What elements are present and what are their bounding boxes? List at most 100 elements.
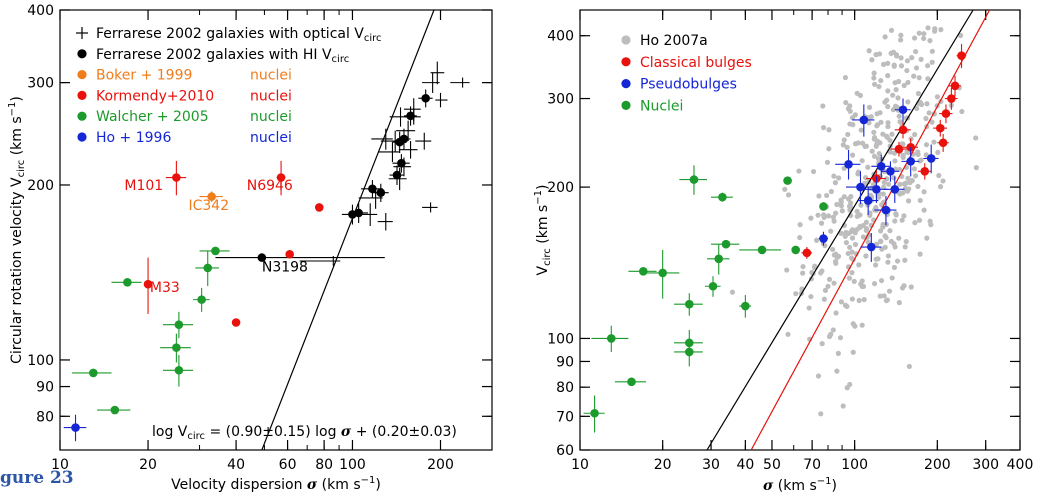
y-tick-label: 80 xyxy=(36,409,54,425)
ho2007a-point xyxy=(880,224,886,230)
ho2007a-point xyxy=(859,278,865,284)
data-point xyxy=(71,423,80,432)
ho2007a-point xyxy=(876,150,882,157)
ho2007a-point xyxy=(825,213,832,219)
ho2007a-point xyxy=(892,80,898,86)
ho2007a-point xyxy=(921,35,927,42)
data-point xyxy=(406,111,415,121)
data-point xyxy=(197,295,206,304)
data-point xyxy=(938,138,948,148)
ho2007a-point xyxy=(832,180,839,186)
ho2007a-point xyxy=(891,264,898,271)
ho2007a-point xyxy=(831,218,837,224)
ho2007a-point xyxy=(906,186,912,192)
ho2007a-point xyxy=(890,92,896,98)
ho2007a-point xyxy=(885,88,891,94)
ho2007a-point xyxy=(797,234,803,241)
data-point xyxy=(926,154,936,163)
legend-entry-text: Classical bulges xyxy=(640,55,752,71)
legend-entry-tag: nuclei xyxy=(250,68,292,84)
ho2007a-point xyxy=(819,268,825,274)
x-axis-label: σ (km s−1) xyxy=(763,476,837,494)
ho2007a-point xyxy=(904,58,911,64)
ho2007a-point xyxy=(840,142,846,148)
data-point xyxy=(231,318,241,327)
ho2007a-point xyxy=(878,119,884,125)
ho2007a-point xyxy=(916,217,923,223)
ho2007a-point xyxy=(905,99,911,105)
data-point xyxy=(819,234,828,243)
data-point xyxy=(844,159,853,169)
data-point xyxy=(721,239,731,249)
ho2007a-point xyxy=(880,131,886,137)
ho2007a-point xyxy=(856,262,862,268)
ho2007a-point xyxy=(838,197,844,203)
ho2007a-point xyxy=(914,105,920,112)
y-tick-label: 100 xyxy=(547,331,574,347)
ho2007a-point xyxy=(883,298,889,304)
ho2007a-point xyxy=(911,73,917,79)
data-point xyxy=(867,242,876,252)
data-point xyxy=(172,343,181,352)
ho2007a-point xyxy=(873,256,879,262)
ho2007a-point xyxy=(871,129,877,135)
data-point xyxy=(708,281,718,291)
ho2007a-point xyxy=(901,181,907,187)
ho2007a-point xyxy=(873,143,879,149)
ho2007a-point xyxy=(905,198,912,204)
ho2007a-point xyxy=(896,113,902,119)
ho2007a-point xyxy=(916,30,922,36)
x-tick-label: 30 xyxy=(702,457,720,473)
ho2007a-point xyxy=(871,281,878,287)
ho2007a-point xyxy=(881,179,887,186)
data-point xyxy=(257,253,267,262)
x-tick-label: 200 xyxy=(924,457,951,473)
x-tick-label: 40 xyxy=(227,457,245,473)
ho2007a-point xyxy=(921,31,927,37)
data-point xyxy=(819,202,828,211)
ho2007a-point xyxy=(851,278,857,284)
ho2007a-point xyxy=(866,104,873,110)
ho2007a-point xyxy=(828,188,834,195)
ho2007a-point xyxy=(838,203,844,209)
ho2007a-point xyxy=(785,331,791,337)
data-point xyxy=(881,205,891,215)
data-point xyxy=(894,144,904,154)
ho2007a-point xyxy=(882,34,888,40)
ho2007a-point xyxy=(850,321,856,327)
ho2007a-point xyxy=(854,226,860,232)
data-point xyxy=(606,334,616,343)
ho2007a-point xyxy=(877,293,883,299)
ho2007a-point xyxy=(882,99,888,105)
ho2007a-point xyxy=(824,192,830,199)
ho2007a-point xyxy=(873,52,879,58)
legend-entry-text: Nuclei xyxy=(640,98,683,114)
ho2007a-point xyxy=(868,114,874,120)
x-tick-label: 10 xyxy=(51,457,69,473)
ho2007a-point xyxy=(891,63,897,69)
data-point xyxy=(689,175,699,184)
ho2007a-point xyxy=(861,297,867,303)
ho2007a-point xyxy=(873,262,879,268)
ho2007a-point xyxy=(912,173,919,179)
series-ferrarese-2002-galaxies-with-optical-vcirc xyxy=(299,61,470,266)
ho2007a-point xyxy=(959,108,965,115)
figure-label: gure 23 xyxy=(0,468,74,488)
series-walcher-2005 xyxy=(72,246,230,415)
ho2007a-point xyxy=(849,235,856,241)
ho2007a-point xyxy=(838,299,845,305)
x-tick-label: 50 xyxy=(763,457,781,473)
ho2007a-point xyxy=(958,32,964,39)
ho2007a-point xyxy=(846,275,853,281)
data-point xyxy=(172,173,181,182)
ho2007a-point xyxy=(973,165,979,171)
ho2007a-point xyxy=(838,230,844,236)
ho2007a-point xyxy=(852,241,859,248)
point-label-m101: M101 xyxy=(124,178,163,194)
ho2007a-point xyxy=(813,237,820,243)
x-tick-label: 400 xyxy=(1007,457,1034,473)
ho2007a-point xyxy=(826,127,832,133)
right-chart-panel: 10 20 30 40 50 70 100 200 300 400 60 70 80 90 100 200 30… xyxy=(533,9,1034,494)
ho2007a-point xyxy=(917,158,923,164)
legend-entry-tag: nuclei xyxy=(250,130,292,146)
